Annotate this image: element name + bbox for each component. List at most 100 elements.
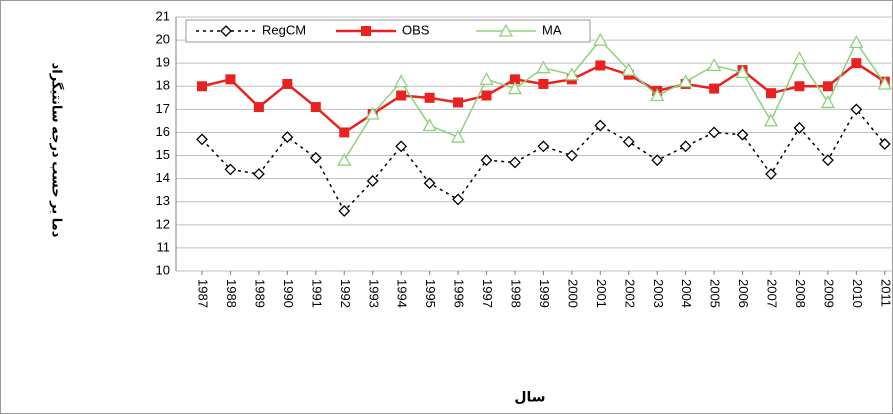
x-tick-label: 2000 xyxy=(565,279,580,308)
data-point xyxy=(396,90,407,101)
x-tick-label: 1989 xyxy=(252,279,267,308)
data-point xyxy=(479,71,494,85)
data-point xyxy=(337,152,352,166)
data-point xyxy=(794,81,805,92)
x-tick-label: 1988 xyxy=(224,279,239,308)
y-tick-label: 10 xyxy=(156,262,170,277)
data-point xyxy=(339,127,350,138)
data-point xyxy=(707,58,722,72)
y-tick-label: 16 xyxy=(156,124,170,139)
data-point xyxy=(424,92,435,103)
data-point xyxy=(565,149,578,162)
y-tick-label: 13 xyxy=(156,193,170,208)
data-point xyxy=(536,60,551,74)
y-tick-label: 15 xyxy=(156,147,170,162)
data-point xyxy=(452,193,464,206)
data-point xyxy=(851,58,862,69)
data-point xyxy=(453,97,464,108)
x-tick-label: 2008 xyxy=(793,279,808,308)
y-tick-label: 18 xyxy=(156,78,170,93)
data-point xyxy=(850,103,863,116)
legend-marker xyxy=(498,23,514,37)
x-tick-label: 2007 xyxy=(765,279,780,308)
data-point xyxy=(622,135,635,148)
data-point xyxy=(736,128,749,141)
data-point xyxy=(224,163,237,176)
x-tick-label: 2001 xyxy=(594,279,609,308)
x-tick-label: 2010 xyxy=(850,279,865,308)
x-tick-label: 1995 xyxy=(423,279,438,308)
data-point xyxy=(282,78,293,89)
y-tick-label: 19 xyxy=(156,55,170,70)
x-tick-label: 1992 xyxy=(338,279,353,308)
data-point xyxy=(763,113,779,127)
data-point xyxy=(509,156,521,169)
data-point xyxy=(537,140,550,153)
data-point xyxy=(338,205,351,217)
x-axis-label: سال xyxy=(514,389,545,405)
data-point xyxy=(509,74,520,85)
data-point xyxy=(309,151,322,164)
data-point xyxy=(735,65,750,79)
data-point xyxy=(253,102,264,113)
legend-label: MA xyxy=(542,22,562,37)
y-tick-label: 20 xyxy=(156,32,170,47)
data-point xyxy=(365,106,380,120)
data-point xyxy=(822,81,833,92)
y-tick-label: 21 xyxy=(156,8,170,23)
data-point xyxy=(538,78,549,89)
data-point xyxy=(564,67,579,81)
data-point xyxy=(877,76,892,90)
x-tick-label: 1998 xyxy=(509,279,524,308)
x-tick-label: 2004 xyxy=(679,279,694,308)
x-tick-label: 1990 xyxy=(281,279,296,308)
x-tick-label: 1994 xyxy=(395,279,410,308)
x-tick-label: 1999 xyxy=(537,279,552,308)
data-point xyxy=(480,154,493,167)
data-point xyxy=(594,119,607,132)
legend-label: OBS xyxy=(402,22,430,37)
legend-marker xyxy=(361,26,371,36)
data-point xyxy=(765,168,777,180)
data-point xyxy=(450,129,466,143)
y-tick-label: 12 xyxy=(156,216,170,231)
data-point xyxy=(507,81,523,95)
x-tick-label: 1991 xyxy=(309,279,324,308)
x-tick-label: 2011 xyxy=(878,279,893,307)
data-point xyxy=(651,154,664,167)
y-tick-label: 14 xyxy=(156,170,170,185)
data-point xyxy=(310,102,321,113)
data-point xyxy=(281,131,294,143)
x-tick-label: 2009 xyxy=(821,279,836,308)
data-point xyxy=(650,88,665,102)
x-tick-label: 1996 xyxy=(452,279,467,308)
data-point xyxy=(792,51,807,65)
data-point xyxy=(595,60,606,71)
legend: RegCM OBS MA xyxy=(185,19,591,43)
data-point xyxy=(197,81,207,92)
x-tick-label: 2002 xyxy=(622,279,637,308)
data-point xyxy=(225,74,236,85)
data-point xyxy=(395,140,408,153)
data-point xyxy=(423,177,436,190)
x-tick-label: 1993 xyxy=(366,279,381,308)
y-tick-label: 17 xyxy=(156,101,170,116)
y-axis-label: دما بر حسب درجه سانتیگراد xyxy=(50,63,65,238)
data-point xyxy=(766,88,776,99)
data-point xyxy=(821,154,834,167)
x-tick-label: 2005 xyxy=(708,279,723,308)
data-point xyxy=(709,83,720,94)
data-point xyxy=(793,121,806,134)
legend-label: RegCM xyxy=(262,22,306,37)
data-point xyxy=(394,74,409,88)
data-point xyxy=(593,32,608,46)
data-point xyxy=(481,90,492,101)
x-tick-label: 2003 xyxy=(651,279,666,308)
legend-marker xyxy=(220,25,232,37)
data-point xyxy=(820,95,835,109)
data-point xyxy=(678,74,693,88)
data-point xyxy=(708,126,721,139)
x-tick-label: 1997 xyxy=(480,279,495,308)
